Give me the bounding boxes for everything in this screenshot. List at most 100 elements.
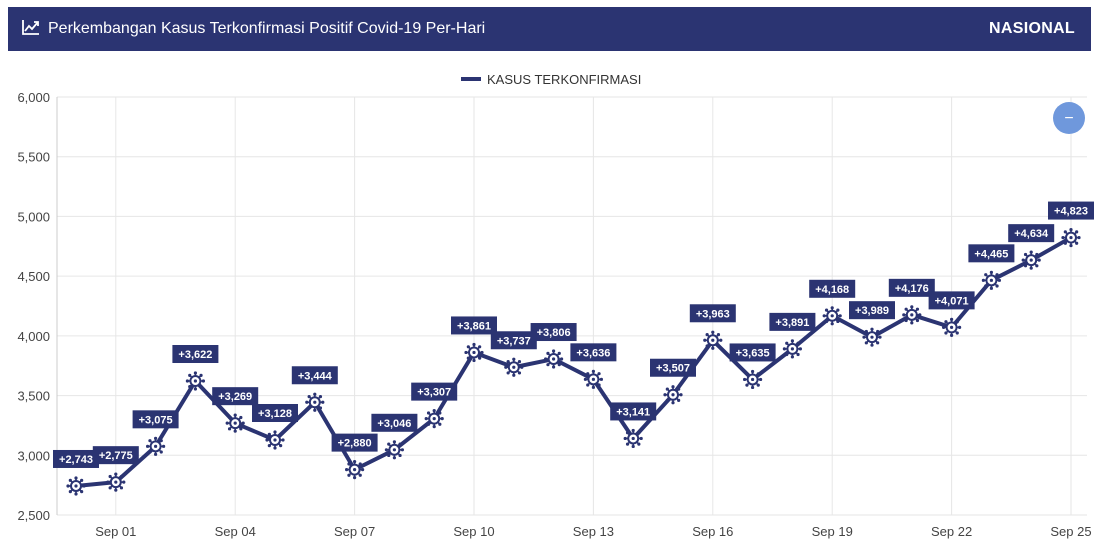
data-label: +4,634 <box>1008 224 1055 243</box>
data-label-bg <box>411 382 458 401</box>
series-line <box>75 235 1072 488</box>
virus-icon[interactable] <box>464 342 484 363</box>
chart-area: 2,500 3,000 3,500 4,000 4,500 5,000 5,500 6,000… <box>0 60 1099 547</box>
data-label: +3,636 <box>570 343 617 362</box>
virus-icon[interactable] <box>185 371 205 391</box>
virus-icon[interactable] <box>265 430 285 450</box>
data-label: +3,141 <box>610 402 657 421</box>
marker-layer <box>66 227 1081 496</box>
data-label-bg <box>172 345 219 364</box>
header-left: Perkembangan Kasus Terkonfirmasi Positif… <box>22 19 485 40</box>
virus-icon[interactable] <box>583 369 604 389</box>
data-label-bg <box>1048 201 1094 220</box>
data-label-text: +4,168 <box>815 284 849 296</box>
virus-icon[interactable] <box>424 409 444 429</box>
data-label-bg <box>252 403 298 422</box>
data-label: +3,307 <box>411 382 458 401</box>
data-label-text: +3,806 <box>537 327 571 339</box>
data-label-text: +3,891 <box>775 317 809 329</box>
y-tick-label: 4,000 <box>17 329 50 344</box>
virus-icon[interactable] <box>345 460 365 480</box>
data-label: +3,444 <box>291 366 338 385</box>
data-label-text: +3,046 <box>377 418 411 430</box>
data-label-bg <box>1008 224 1055 243</box>
data-label-text: +3,128 <box>258 408 292 420</box>
virus-icon[interactable] <box>1021 250 1041 270</box>
virus-icon[interactable] <box>623 428 643 449</box>
data-label: +3,075 <box>132 410 179 429</box>
y-tick-label: 4,500 <box>17 269 50 284</box>
x-tick-label: Sep 19 <box>812 524 853 539</box>
data-label: +4,465 <box>968 244 1015 263</box>
virus-icon[interactable] <box>822 306 842 326</box>
y-tick-label: 3,500 <box>17 389 50 404</box>
series-layer <box>75 235 1072 488</box>
virus-icon[interactable] <box>663 385 683 405</box>
virus-icon[interactable] <box>981 270 1002 290</box>
data-label-bg <box>610 402 657 421</box>
virus-icon[interactable] <box>66 476 86 496</box>
data-label-bg <box>888 278 935 297</box>
data-label: +3,269 <box>212 387 259 406</box>
virus-icon[interactable] <box>743 369 763 390</box>
data-label-bg <box>490 331 537 350</box>
virus-icon[interactable] <box>862 327 882 347</box>
data-label-text: +3,989 <box>855 305 889 317</box>
data-label-bg <box>809 279 856 298</box>
data-label-bg <box>291 366 338 385</box>
data-label: +3,507 <box>650 358 696 377</box>
x-tick-label: Sep 16 <box>692 524 733 539</box>
virus-icon[interactable] <box>942 317 962 337</box>
axis-layer: 2,500 3,000 3,500 4,000 4,500 5,000 5,500 6,000… <box>17 90 1091 539</box>
data-label-bg <box>928 291 975 310</box>
data-label-bg <box>570 343 617 362</box>
data-label: +3,891 <box>769 312 816 331</box>
data-label: +2,880 <box>331 433 378 452</box>
virus-icon[interactable] <box>544 349 564 369</box>
data-label-bg <box>849 301 895 320</box>
data-label: +3,635 <box>729 343 776 362</box>
zoom-out-button[interactable]: − <box>1053 102 1085 134</box>
virus-icon[interactable] <box>1061 227 1081 248</box>
virus-icon[interactable] <box>384 440 404 460</box>
data-label: +3,861 <box>451 316 497 335</box>
data-label-bg <box>53 449 99 468</box>
x-tick-label: Sep 07 <box>334 524 375 539</box>
data-label-text: +3,737 <box>497 335 531 347</box>
data-label: +2,775 <box>92 446 139 465</box>
y-tick-label: 3,000 <box>17 448 50 463</box>
data-label: +3,128 <box>252 403 298 422</box>
zoom-out-icon <box>1053 102 1085 134</box>
data-label-text: +2,775 <box>99 450 133 462</box>
virus-icon[interactable] <box>146 436 166 456</box>
virus-icon[interactable] <box>703 330 723 350</box>
data-label-text: +2,880 <box>338 438 372 450</box>
virus-icon[interactable] <box>504 357 524 377</box>
data-label: +3,737 <box>490 331 537 350</box>
data-label: +3,806 <box>530 323 577 342</box>
x-tick-label: Sep 10 <box>453 524 494 539</box>
x-tick-label: Sep 01 <box>95 524 136 539</box>
virus-icon[interactable] <box>902 305 922 325</box>
data-label-text: +4,465 <box>974 248 1008 260</box>
data-label: +4,168 <box>809 279 856 298</box>
data-label-bg <box>331 433 378 452</box>
virus-icon[interactable] <box>782 339 803 359</box>
x-tick-label: Sep 25 <box>1050 524 1091 539</box>
legend-label[interactable]: KASUS TERKONFIRMASI <box>487 72 641 87</box>
y-tick-label: 6,000 <box>17 90 50 105</box>
y-tick-label: 5,000 <box>17 209 50 224</box>
region-label: NASIONAL <box>989 20 1075 37</box>
data-label-bg <box>530 323 577 342</box>
virus-icon[interactable] <box>225 413 245 433</box>
data-label-bg <box>968 244 1015 263</box>
data-label-text: +3,141 <box>616 406 650 418</box>
line-chart-icon <box>22 19 40 40</box>
zoom-out-label: − <box>1064 110 1073 127</box>
virus-icon[interactable] <box>305 392 325 412</box>
data-label: +4,823 <box>1048 201 1094 220</box>
virus-icon[interactable] <box>106 472 126 492</box>
page-title: Perkembangan Kasus Terkonfirmasi Positif… <box>48 20 486 37</box>
data-label-bg <box>689 304 736 323</box>
x-tick-label: Sep 04 <box>215 524 256 539</box>
